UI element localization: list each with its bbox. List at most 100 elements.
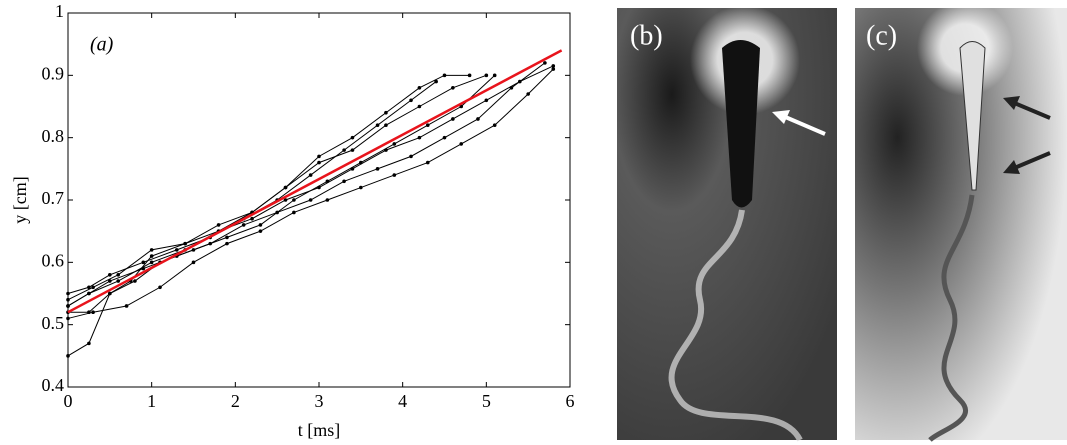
data-point bbox=[492, 73, 497, 78]
y-tick-label: 0.9 bbox=[42, 63, 65, 83]
data-point bbox=[208, 241, 213, 246]
data-point bbox=[66, 354, 70, 358]
data-point bbox=[451, 117, 455, 121]
data-point bbox=[87, 285, 91, 290]
data-point bbox=[283, 198, 288, 202]
data-point bbox=[543, 61, 547, 65]
data-point bbox=[509, 86, 514, 90]
data-point bbox=[308, 173, 313, 177]
data-point bbox=[375, 123, 380, 127]
y-tick-label: 0.6 bbox=[42, 250, 65, 270]
series-line bbox=[68, 74, 496, 313]
plot-frame bbox=[67, 12, 571, 388]
data-point bbox=[216, 223, 221, 227]
data-point bbox=[141, 266, 146, 271]
panel-label: (a) bbox=[90, 34, 114, 56]
data-point bbox=[283, 185, 288, 190]
data-point bbox=[409, 154, 413, 159]
data-point bbox=[350, 167, 355, 171]
data-point bbox=[451, 86, 455, 90]
data-point bbox=[375, 167, 380, 171]
data-point bbox=[484, 73, 489, 78]
data-point bbox=[258, 229, 263, 233]
data-point bbox=[442, 73, 447, 78]
y-tick-label: 1 bbox=[55, 1, 64, 21]
data-point bbox=[359, 185, 363, 190]
data-point bbox=[108, 273, 112, 277]
data-point bbox=[87, 341, 91, 346]
data-point bbox=[459, 142, 464, 146]
data-point bbox=[350, 135, 355, 140]
y-tick-label: 0.8 bbox=[42, 126, 65, 146]
data-point bbox=[342, 179, 346, 184]
data-point bbox=[116, 273, 120, 277]
data-point bbox=[108, 279, 112, 283]
data-point bbox=[442, 135, 447, 140]
data-point bbox=[317, 185, 321, 190]
data-point bbox=[292, 210, 296, 215]
data-point bbox=[183, 241, 187, 246]
data-point bbox=[133, 279, 137, 283]
data-point bbox=[325, 198, 330, 202]
photo-c: (c) bbox=[855, 0, 1067, 442]
data-point bbox=[551, 64, 556, 68]
data-point bbox=[66, 291, 70, 296]
x-tick-label: 2 bbox=[231, 391, 240, 411]
data-point bbox=[392, 142, 397, 146]
data-point bbox=[434, 79, 438, 84]
data-point bbox=[258, 223, 263, 227]
data-point bbox=[149, 260, 154, 265]
data-point bbox=[91, 285, 95, 290]
data-point bbox=[225, 241, 229, 246]
series-line bbox=[67, 81, 437, 294]
x-axis-label: t [ms] bbox=[298, 420, 341, 440]
data-point bbox=[551, 67, 556, 71]
data-point bbox=[158, 285, 162, 290]
panel-label: (c) bbox=[866, 20, 897, 51]
data-point bbox=[425, 123, 430, 127]
data-point bbox=[225, 235, 229, 240]
data-point bbox=[275, 210, 279, 215]
x-tick-label: 0 bbox=[64, 391, 73, 411]
data-point bbox=[141, 260, 146, 265]
x-tick-label: 3 bbox=[315, 391, 324, 411]
data-point bbox=[241, 223, 246, 227]
data-point bbox=[91, 310, 95, 315]
data-point bbox=[476, 117, 480, 121]
data-point bbox=[384, 123, 388, 127]
data-point bbox=[317, 160, 321, 165]
data-point bbox=[66, 297, 70, 302]
data-point bbox=[526, 92, 530, 96]
series-line bbox=[67, 74, 487, 301]
data-point bbox=[66, 316, 70, 321]
data-point bbox=[484, 98, 489, 103]
data-point bbox=[292, 198, 296, 202]
y-tick-label: 0.5 bbox=[42, 313, 65, 333]
data-point bbox=[149, 248, 154, 252]
data-point bbox=[459, 104, 464, 109]
data-point bbox=[417, 86, 422, 90]
data-point bbox=[417, 135, 422, 140]
panel-label: (b) bbox=[630, 20, 663, 51]
series-line bbox=[67, 62, 546, 307]
y-tick-label: 0.7 bbox=[42, 188, 65, 208]
series-line bbox=[67, 49, 563, 314]
photo-b: (b) bbox=[617, 5, 837, 442]
data-point bbox=[87, 291, 91, 296]
data-point bbox=[250, 216, 254, 221]
data-point bbox=[191, 260, 196, 265]
data-point bbox=[342, 148, 346, 152]
data-point bbox=[384, 148, 388, 152]
series-line bbox=[67, 68, 554, 319]
data-point bbox=[116, 279, 120, 283]
x-tick-label: 5 bbox=[482, 391, 491, 411]
data-point bbox=[149, 254, 154, 258]
data-point bbox=[124, 304, 129, 308]
data-point bbox=[384, 110, 388, 115]
data-point bbox=[492, 123, 497, 127]
data-point bbox=[350, 148, 355, 152]
data-point bbox=[425, 160, 430, 165]
data-point bbox=[308, 198, 313, 202]
data-point bbox=[108, 291, 112, 296]
